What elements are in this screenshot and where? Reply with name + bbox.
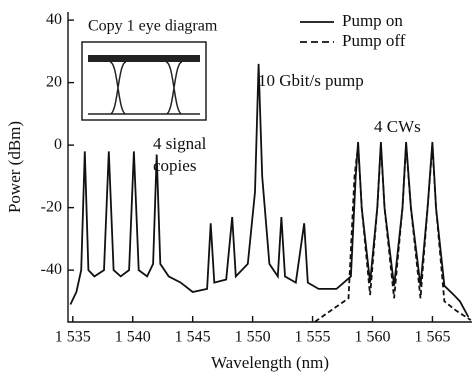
- y-tick-label: 40: [46, 11, 62, 28]
- legend-label: Pump off: [342, 31, 406, 50]
- chart: 1 535 1 540 1 545 1 550 1 555 1 560 1 565 -40 -2…: [0, 0, 474, 380]
- inset: [82, 42, 206, 120]
- y-tick-label: 0: [54, 136, 62, 153]
- y-tick-label: -40: [41, 261, 62, 278]
- x-tick-label: 1 535: [55, 329, 91, 346]
- x-tick-label: 1 540: [115, 329, 151, 346]
- x-tick-label: 1 560: [354, 329, 390, 346]
- eye-top: [88, 55, 200, 62]
- y-axis-label: Power (dBm): [5, 121, 24, 213]
- inset-title: Copy 1 eye diagram: [88, 18, 218, 35]
- x-tick-label: 1 545: [175, 329, 211, 346]
- inset-frame: [82, 42, 206, 120]
- y-tick-label: 20: [46, 73, 62, 90]
- y-tick-label: -20: [41, 198, 62, 215]
- x-tick-label: 1 555: [295, 329, 331, 346]
- annotation: 4 signal: [153, 134, 207, 153]
- x-tick-label: 1 550: [235, 329, 271, 346]
- x-axis-label: Wavelength (nm): [211, 353, 329, 372]
- annotation: 10 Gbit/s pump: [258, 71, 364, 90]
- legend-label: Pump on: [342, 11, 403, 30]
- series-line: [315, 145, 471, 322]
- x-tick-label: 1 565: [414, 329, 450, 346]
- annotation: copies: [153, 156, 196, 175]
- annotation: 4 CWs: [374, 117, 421, 136]
